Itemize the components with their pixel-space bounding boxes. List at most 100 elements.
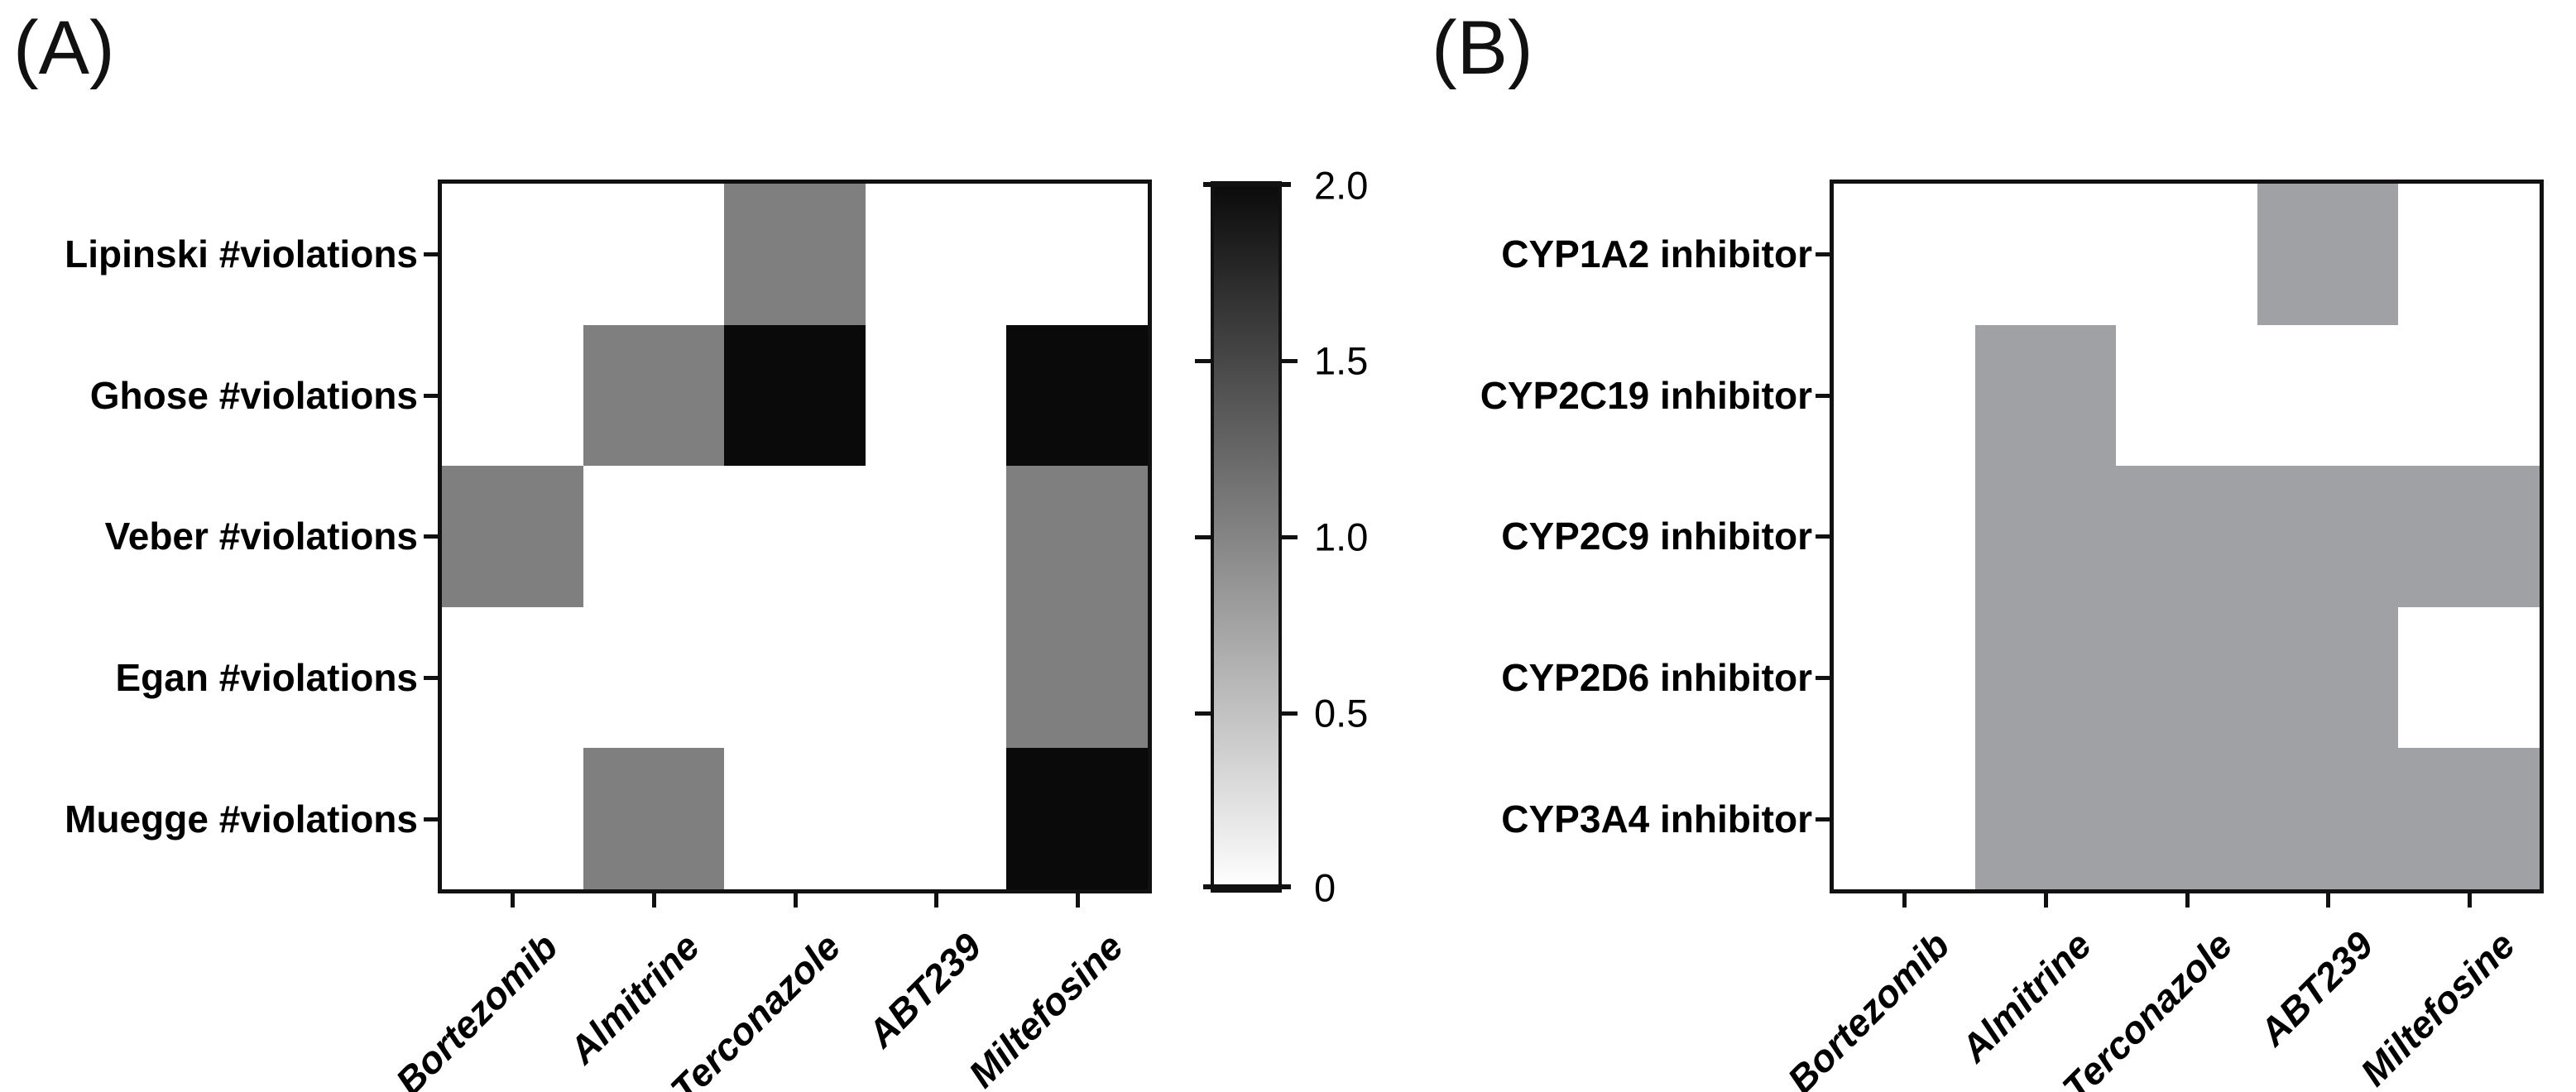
col-label-b-bortezomib: Bortezomib (1778, 922, 1958, 1092)
heatmap-cell-b-r4c4 (2398, 748, 2540, 889)
x-tick-b-3 (2326, 889, 2330, 908)
heatmap-cell-b-r4c1 (1974, 748, 2117, 889)
y-tick-b-1 (1816, 394, 1834, 398)
y-tick-a-0 (424, 252, 442, 256)
heatmap-cell-a-r3c0 (442, 606, 583, 749)
x-tick-b-1 (2044, 889, 2048, 908)
x-tick-a-2 (794, 889, 798, 908)
y-tick-b-4 (1816, 817, 1834, 821)
col-label-a-abt239: ABT239 (858, 924, 990, 1056)
colorbar-tick-1.5: 1.5 (1314, 338, 1369, 383)
heatmap-cell-a-r3c1 (583, 606, 725, 749)
y-tick-a-1 (424, 394, 442, 398)
heatmap-cell-a-r0c4 (1006, 184, 1148, 325)
heatmap-cell-a-r1c2 (724, 324, 866, 467)
x-tick-b-0 (1902, 889, 1907, 908)
row-label-cyp2c9: CYP2C9 inhibitor (1501, 515, 1812, 558)
y-tick-a-3 (424, 676, 442, 680)
heatmap-cell-a-r1c0 (442, 324, 583, 467)
x-tick-a-0 (511, 889, 515, 908)
y-tick-b-2 (1816, 534, 1834, 539)
row-label-cyp1a2: CYP1A2 inhibitor (1501, 232, 1812, 275)
heatmap-cell-b-r3c0 (1834, 606, 1975, 749)
heatmap-cell-b-r0c2 (2116, 184, 2257, 325)
heatmap-cell-a-r2c3 (865, 466, 1007, 607)
y-tick-a-4 (424, 817, 442, 821)
colorbar-tick-0.5: 0.5 (1314, 691, 1369, 735)
heatmap-cell-b-r1c2 (2116, 324, 2257, 467)
colorbar (1211, 181, 1282, 893)
col-label-b-abt239: ABT239 (2250, 922, 2382, 1054)
heatmap-cell-b-r2c4 (2398, 466, 2540, 607)
row-label-cyp3a4: CYP3A4 inhibitor (1501, 797, 1812, 841)
heatmap-cell-a-r2c2 (724, 466, 866, 607)
heatmap-b (1830, 180, 2544, 893)
colorbar-bottom-cap (1203, 884, 1291, 889)
col-label-b-almitrine: Almitrine (1951, 922, 2099, 1070)
heatmap-cell-a-r1c4 (1006, 324, 1148, 467)
heatmap-cell-b-r1c1 (1974, 324, 2117, 467)
colorbar-tick-0: 0 (1314, 865, 1336, 910)
heatmap-cell-a-r1c1 (583, 324, 725, 467)
heatmap-cell-b-r3c3 (2257, 606, 2399, 749)
x-tick-a-4 (1076, 889, 1080, 908)
heatmap-cell-b-r2c1 (1974, 466, 2117, 607)
heatmap-cell-a-r4c0 (442, 748, 583, 889)
y-tick-b-0 (1816, 252, 1834, 256)
heatmap-cell-b-r4c3 (2257, 748, 2399, 889)
heatmap-cell-b-r4c0 (1834, 748, 1975, 889)
row-label-cyp2d6: CYP2D6 inhibitor (1501, 656, 1812, 699)
heatmap-cell-b-r1c3 (2257, 324, 2399, 467)
heatmap-cell-b-r1c4 (2398, 324, 2540, 467)
heatmap-cell-b-r3c4 (2398, 606, 2540, 749)
col-label-a-bortezomib: Bortezomib (386, 924, 566, 1092)
heatmap-cell-b-r3c1 (1974, 606, 2117, 749)
heatmap-cell-a-r2c1 (583, 466, 725, 607)
x-tick-b-4 (2468, 889, 2472, 908)
colorbar-left-tick-0 (1195, 359, 1212, 363)
y-tick-b-3 (1816, 676, 1834, 680)
heatmap-cell-a-r2c4 (1006, 466, 1148, 607)
colorbar-tick-2.0: 2.0 (1314, 163, 1369, 208)
panel-b-letter: (B) (1432, 6, 1533, 90)
colorbar-right-tick-2 (1280, 711, 1298, 716)
row-label-muegge: Muegge #violations (65, 797, 418, 841)
heatmap-cell-a-r0c0 (442, 184, 583, 325)
panel-a-letter: (A) (13, 6, 115, 90)
heatmap-cell-a-r3c2 (724, 606, 866, 749)
heatmap-cell-a-r2c0 (442, 466, 583, 607)
heatmap-cell-a-r3c3 (865, 606, 1007, 749)
row-label-ghose: Ghose #violations (89, 374, 418, 417)
heatmap-cell-a-r0c3 (865, 184, 1007, 325)
row-label-egan: Egan #violations (115, 656, 418, 699)
heatmap-cell-b-r4c2 (2116, 748, 2257, 889)
x-tick-b-2 (2185, 889, 2190, 908)
heatmap-cell-a-r0c1 (583, 184, 725, 325)
heatmap-a (438, 180, 1152, 893)
heatmap-cell-b-r2c0 (1834, 466, 1975, 607)
heatmap-cell-b-r0c3 (2257, 184, 2399, 325)
row-label-cyp2c19: CYP2C19 inhibitor (1480, 374, 1812, 417)
col-label-a-almitrine: Almitrine (559, 924, 708, 1072)
colorbar-top-cap (1203, 182, 1291, 187)
colorbar-right-tick-0 (1280, 359, 1298, 363)
heatmap-cell-b-r3c2 (2116, 606, 2257, 749)
heatmap-cell-a-r3c4 (1006, 606, 1148, 749)
y-tick-a-2 (424, 534, 442, 539)
col-label-a-miltefosine: Miltefosine (959, 924, 1131, 1092)
x-tick-a-1 (652, 889, 656, 908)
heatmap-cell-b-r0c0 (1834, 184, 1975, 325)
heatmap-cell-a-r4c1 (583, 748, 725, 889)
heatmap-cell-b-r1c0 (1834, 324, 1975, 467)
x-tick-a-3 (934, 889, 938, 908)
row-label-lipinski: Lipinski #violations (65, 232, 418, 275)
heatmap-cell-a-r0c2 (724, 184, 866, 325)
colorbar-left-tick-1 (1195, 535, 1212, 539)
colorbar-right-tick-1 (1280, 535, 1298, 539)
heatmap-cell-b-r2c2 (2116, 466, 2257, 607)
heatmap-cell-b-r2c3 (2257, 466, 2399, 607)
heatmap-cell-b-r0c4 (2398, 184, 2540, 325)
heatmap-cell-a-r1c3 (865, 324, 1007, 467)
row-label-veber: Veber #violations (104, 515, 418, 558)
